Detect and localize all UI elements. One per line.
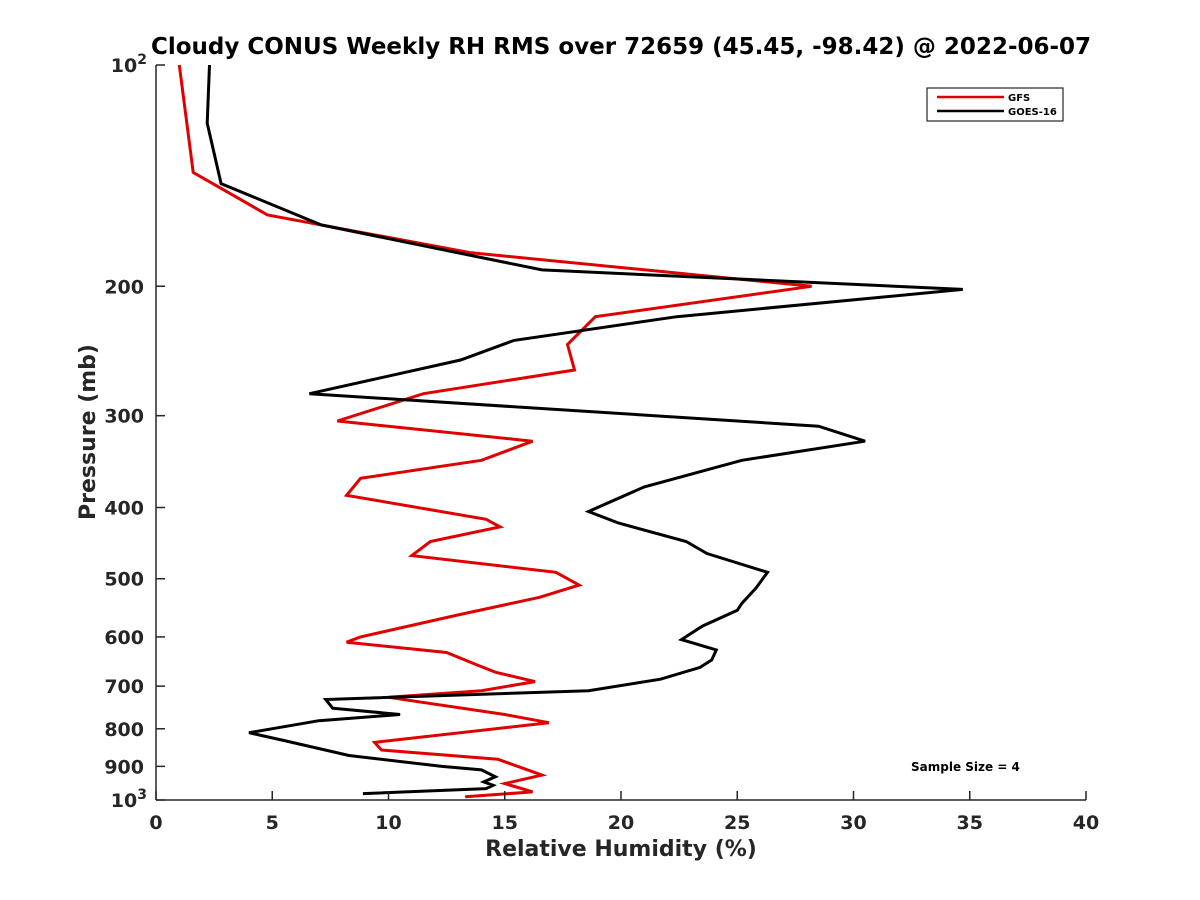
y-tick-label: 102 bbox=[111, 52, 147, 77]
y-tick-label: 600 bbox=[104, 627, 144, 649]
x-ticks: 0 5 10 15 20 25 30 35 40 bbox=[149, 791, 1099, 834]
x-axis-label: Relative Humidity (%) bbox=[485, 837, 757, 862]
x-tick-label: 30 bbox=[840, 812, 866, 834]
chart-title: Cloudy CONUS Weekly RH RMS over 72659 (4… bbox=[151, 34, 1091, 60]
x-tick-label: 25 bbox=[724, 812, 750, 834]
y-tick-label: 103 bbox=[111, 787, 147, 812]
y-ticks: 102 200 300 400 500 600 700 800 900 103 bbox=[104, 52, 165, 812]
x-tick-label: 5 bbox=[266, 812, 279, 834]
legend-items: GFS GOES-16 bbox=[937, 93, 1057, 118]
y-tick-label: 900 bbox=[104, 756, 144, 778]
y-tick-label: 400 bbox=[104, 498, 144, 520]
y-tick-label: 800 bbox=[104, 719, 144, 741]
y-tick-label: 700 bbox=[104, 676, 144, 698]
x-tick-label: 0 bbox=[149, 812, 162, 834]
legend-box bbox=[926, 87, 1064, 122]
sample-size-annotation: Sample Size = 4 bbox=[911, 760, 1020, 774]
x-tick-label: 35 bbox=[957, 812, 983, 834]
y-tick-label: 200 bbox=[104, 276, 144, 298]
legend: GFS GOES-16 bbox=[926, 87, 1064, 122]
series-layer bbox=[177, 64, 963, 799]
series-line-goes-16 bbox=[205, 64, 963, 796]
legend-label: GFS bbox=[1008, 93, 1030, 104]
x-tick-label: 10 bbox=[375, 812, 401, 834]
series-line-gfs bbox=[177, 64, 812, 799]
legend-label: GOES-16 bbox=[1008, 107, 1057, 118]
plot-area: 0 5 10 15 20 25 30 35 40 102 200 300 400 500 600 700 80… bbox=[104, 52, 1099, 834]
y-tick-label: 300 bbox=[104, 406, 144, 428]
y-tick-label: 500 bbox=[104, 569, 144, 591]
x-tick-label: 40 bbox=[1073, 812, 1099, 834]
y-axis-label: Pressure (mb) bbox=[76, 344, 101, 520]
x-tick-label: 20 bbox=[608, 812, 634, 834]
x-tick-label: 15 bbox=[492, 812, 518, 834]
